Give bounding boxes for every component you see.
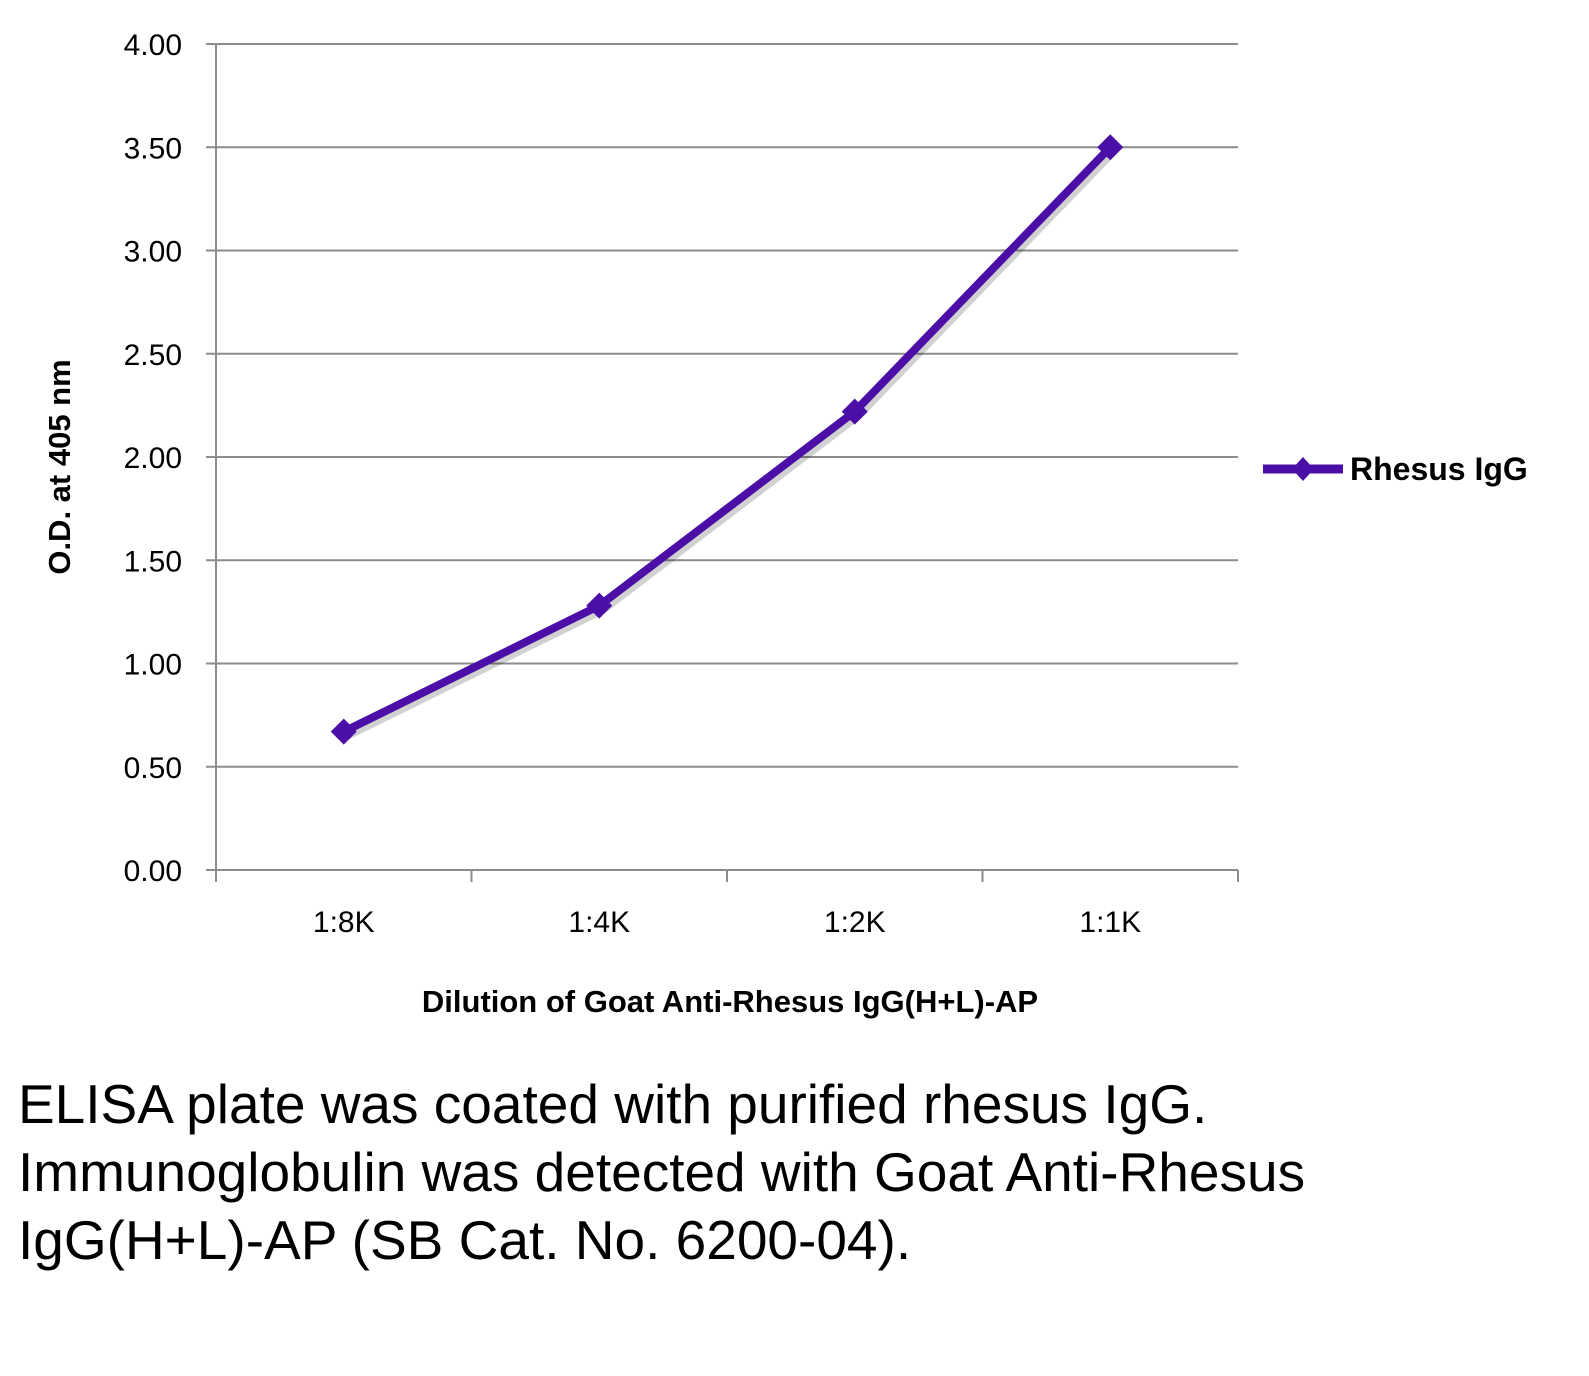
series-line-shadow (342, 146, 1118, 741)
y-axis-title: O.D. at 405 nm (42, 359, 77, 574)
y-tick-label: 3.50 (124, 132, 182, 165)
legend: Rhesus IgG (1263, 451, 1528, 487)
data-point-marker (841, 398, 868, 425)
data-point-marker (330, 718, 357, 745)
x-tick-label: 1:2K (824, 906, 886, 939)
series-rhesus-igg (330, 134, 1124, 745)
y-tick-label: 2.50 (124, 339, 182, 372)
figure-caption: ELISA plate was coated with purified rhe… (18, 1073, 1306, 1271)
data-point-marker (586, 592, 613, 619)
x-tick-label: 1:1K (1079, 906, 1141, 939)
y-tick-label: 0.50 (124, 752, 182, 785)
y-tick-label: 3.00 (124, 236, 182, 269)
y-tick-label: 4.00 (124, 29, 182, 62)
x-tick-label: 1:8K (313, 906, 375, 939)
x-axis: 1:8K 1:4K 1:2K 1:1K (215, 44, 1239, 939)
legend-diamond-marker (1292, 457, 1314, 481)
data-point-marker (1097, 134, 1124, 161)
y-axis-ticks: 0.00 0.50 1.00 1.50 2.00 2.50 3.00 3.50 4.00 (124, 29, 182, 888)
series-line (339, 143, 1115, 736)
y-tick-label: 1.00 (124, 649, 182, 682)
gridlines (206, 43, 1238, 871)
y-tick-label: 0.00 (124, 855, 182, 888)
y-tick-label: 2.00 (124, 442, 182, 475)
elisa-line-chart: 0.00 0.50 1.00 1.50 2.00 2.50 3.00 3.50 4.00 1:8… (42, 29, 1528, 1019)
legend-label: Rhesus IgG (1350, 451, 1528, 487)
y-tick-label: 1.50 (124, 545, 182, 578)
x-tick-label: 1:4K (568, 906, 630, 939)
x-axis-title: Dilution of Goat Anti-Rhesus IgG(H+L)-AP (422, 984, 1038, 1019)
